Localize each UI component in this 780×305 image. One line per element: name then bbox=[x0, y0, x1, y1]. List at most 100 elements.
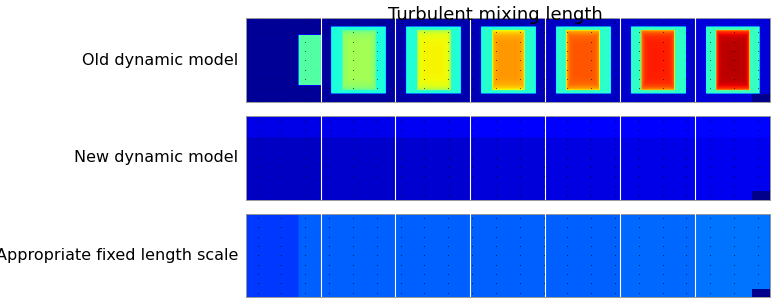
Point bbox=[251, 281, 264, 286]
Point bbox=[323, 86, 335, 91]
Point bbox=[561, 137, 573, 142]
Point bbox=[633, 67, 645, 72]
Point bbox=[752, 281, 764, 286]
Point bbox=[657, 183, 669, 188]
Point bbox=[370, 137, 383, 142]
Point bbox=[346, 30, 359, 35]
Point bbox=[442, 225, 455, 230]
Point bbox=[657, 146, 669, 151]
Point bbox=[466, 216, 478, 221]
Point bbox=[561, 58, 573, 63]
Point bbox=[275, 272, 288, 277]
Point bbox=[728, 146, 740, 151]
Point bbox=[704, 183, 717, 188]
Point bbox=[418, 183, 431, 188]
Point bbox=[346, 244, 359, 249]
Point bbox=[585, 234, 597, 239]
Point bbox=[323, 234, 335, 239]
Point bbox=[370, 48, 383, 53]
Point bbox=[680, 77, 693, 81]
Point bbox=[346, 183, 359, 188]
Point bbox=[323, 262, 335, 267]
Point bbox=[490, 67, 502, 72]
Point bbox=[275, 253, 288, 258]
Point bbox=[752, 127, 764, 132]
Point bbox=[728, 183, 740, 188]
Point bbox=[585, 48, 597, 53]
Point bbox=[633, 193, 645, 198]
Point bbox=[251, 165, 264, 170]
Point bbox=[657, 58, 669, 63]
Point bbox=[395, 67, 407, 72]
Point bbox=[466, 86, 478, 91]
Point bbox=[537, 86, 550, 91]
Point bbox=[299, 127, 311, 132]
Point bbox=[370, 216, 383, 221]
Point bbox=[752, 183, 764, 188]
Point bbox=[585, 262, 597, 267]
Point bbox=[442, 272, 455, 277]
Point bbox=[466, 48, 478, 53]
Point bbox=[490, 30, 502, 35]
Point bbox=[704, 30, 717, 35]
Point bbox=[608, 244, 621, 249]
Point bbox=[395, 58, 407, 63]
Point bbox=[728, 67, 740, 72]
Point bbox=[537, 58, 550, 63]
Point bbox=[633, 290, 645, 295]
Point bbox=[323, 216, 335, 221]
Point bbox=[513, 165, 526, 170]
Point bbox=[728, 174, 740, 179]
Point bbox=[537, 262, 550, 267]
Point bbox=[323, 30, 335, 35]
Point bbox=[251, 146, 264, 151]
Point bbox=[513, 146, 526, 151]
Point bbox=[251, 253, 264, 258]
Point bbox=[704, 95, 717, 100]
Point bbox=[370, 77, 383, 81]
Point bbox=[275, 225, 288, 230]
Point bbox=[585, 86, 597, 91]
Point bbox=[323, 58, 335, 63]
Point bbox=[752, 174, 764, 179]
Point bbox=[657, 281, 669, 286]
Point bbox=[346, 165, 359, 170]
Point bbox=[561, 77, 573, 81]
Point bbox=[561, 183, 573, 188]
Point bbox=[490, 39, 502, 44]
Point bbox=[561, 127, 573, 132]
Point bbox=[561, 281, 573, 286]
Point bbox=[585, 165, 597, 170]
Point bbox=[490, 146, 502, 151]
Point bbox=[704, 118, 717, 123]
Point bbox=[370, 95, 383, 100]
Point bbox=[275, 216, 288, 221]
Point bbox=[275, 193, 288, 198]
Point bbox=[561, 48, 573, 53]
Point bbox=[561, 193, 573, 198]
Point bbox=[561, 118, 573, 123]
Point bbox=[395, 146, 407, 151]
Point bbox=[466, 39, 478, 44]
Point bbox=[299, 193, 311, 198]
Point bbox=[704, 290, 717, 295]
Point bbox=[608, 77, 621, 81]
Point bbox=[752, 86, 764, 91]
Point bbox=[395, 234, 407, 239]
Point bbox=[251, 39, 264, 44]
Point bbox=[728, 77, 740, 81]
Point bbox=[728, 48, 740, 53]
Point bbox=[370, 244, 383, 249]
Point bbox=[418, 39, 431, 44]
Point bbox=[537, 272, 550, 277]
Point bbox=[395, 244, 407, 249]
Point bbox=[299, 146, 311, 151]
Point bbox=[323, 156, 335, 160]
Point bbox=[513, 67, 526, 72]
Point bbox=[299, 234, 311, 239]
Point bbox=[608, 67, 621, 72]
Point bbox=[370, 234, 383, 239]
Text: Old dynamic model: Old dynamic model bbox=[82, 53, 238, 68]
Point bbox=[680, 20, 693, 25]
Point bbox=[275, 58, 288, 63]
